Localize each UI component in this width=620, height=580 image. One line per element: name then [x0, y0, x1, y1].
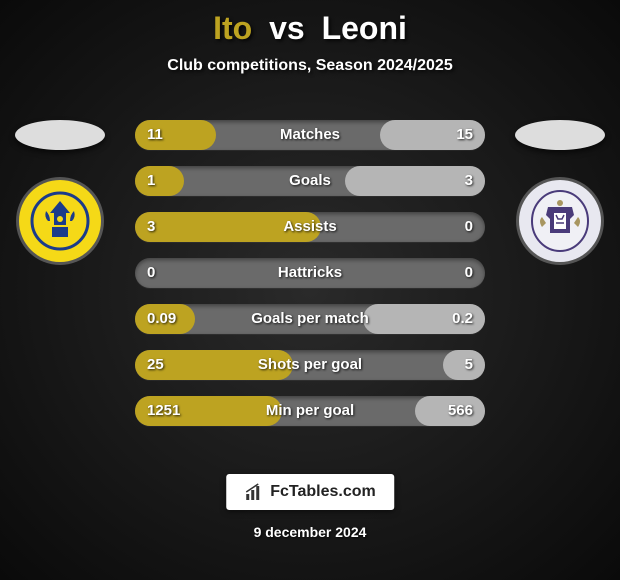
anderlecht-crest-icon — [528, 189, 592, 253]
brand-text: FcTables.com — [270, 483, 376, 501]
player1-photo-placeholder — [15, 120, 105, 150]
stat-label: Assists — [135, 212, 485, 242]
player1-club-crest — [19, 180, 101, 262]
player2-photo-placeholder — [515, 120, 605, 150]
stat-row: 00Hattricks — [135, 258, 485, 288]
stat-label: Min per goal — [135, 396, 485, 426]
stat-label: Matches — [135, 120, 485, 150]
stvv-crest-icon — [30, 191, 90, 251]
stat-row: 30Assists — [135, 212, 485, 242]
brand-chart-icon — [244, 482, 264, 502]
player1-column — [10, 120, 110, 262]
vs-text: vs — [269, 10, 305, 46]
stat-label: Goals — [135, 166, 485, 196]
player2-name: Leoni — [322, 10, 407, 46]
stat-row: 0.090.2Goals per match — [135, 304, 485, 334]
stat-label: Shots per goal — [135, 350, 485, 380]
subtitle: Club competitions, Season 2024/2025 — [0, 57, 620, 75]
stat-row: 13Goals — [135, 166, 485, 196]
brand-badge: FcTables.com — [226, 474, 394, 510]
player2-club-crest — [519, 180, 601, 262]
stat-label: Goals per match — [135, 304, 485, 334]
stat-row: 1251566Min per goal — [135, 396, 485, 426]
comparison-title: Ito vs Leoni — [0, 0, 620, 47]
player1-name: Ito — [213, 10, 252, 46]
stat-label: Hattricks — [135, 258, 485, 288]
comparison-bars: 1115Matches 13Goals 30Assists 00Hattricks 0.… — [135, 120, 485, 442]
player2-column — [510, 120, 610, 262]
stat-row: 255Shots per goal — [135, 350, 485, 380]
stat-row: 1115Matches — [135, 120, 485, 150]
date-text: 9 december 2024 — [0, 524, 620, 540]
